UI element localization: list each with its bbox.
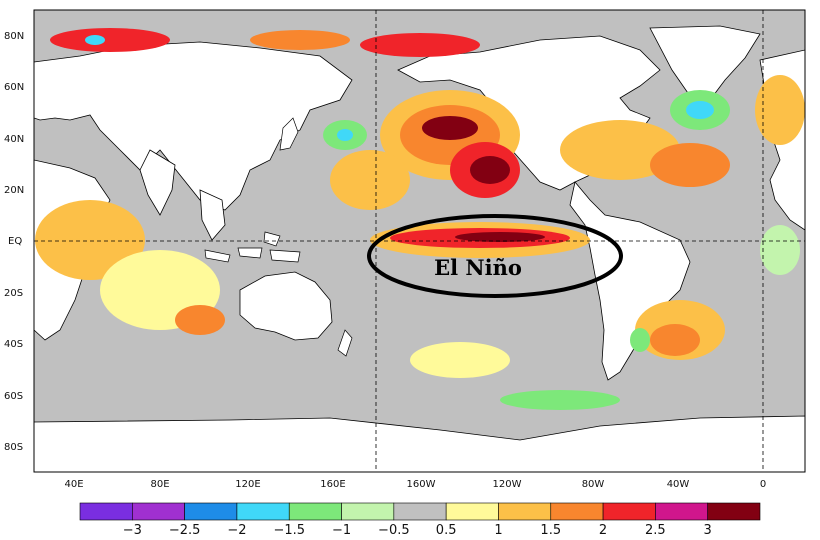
lon-tick-label: 160W: [407, 479, 436, 490]
lat-tick-label: 20S: [4, 288, 23, 299]
new-zealand-islands: [337, 329, 353, 357]
lon-tick-label: 80W: [582, 479, 605, 490]
legend-label: 3: [704, 523, 712, 538]
lon-tick-label: 120W: [493, 479, 522, 490]
legend-label: 0.5: [436, 523, 457, 538]
legend-swatch: [445, 502, 499, 521]
el-nino-highlight-ellipse: [367, 214, 623, 298]
legend-label: −1: [332, 523, 351, 538]
lat-tick-label: 80S: [4, 442, 23, 453]
legend-label: 2: [599, 523, 607, 538]
japan-islands: [279, 117, 299, 151]
lon-ticks: 40E 80E 120E 160E 160W 120W 80W 40W 0: [64, 479, 766, 490]
lon-tick-label: 160E: [320, 479, 345, 490]
australia-landmass: [239, 271, 333, 341]
legend-label: 1: [494, 523, 502, 538]
south-america-landmass: [569, 181, 691, 381]
legend-swatch: [288, 502, 342, 521]
legend-swatch: [132, 502, 185, 521]
positive-anomaly-regions: [35, 28, 805, 378]
legend-label: −2.5: [169, 523, 201, 538]
lat-tick-label: 80N: [4, 31, 24, 42]
color-legend: −3 −2.5 −2 −1.5 −1 −0.5 0.5 1 1.5 2 2.5 3: [79, 502, 761, 538]
legend-label: −1.5: [273, 523, 305, 538]
legend-swatch: [655, 502, 708, 521]
map-panel: El Niño: [33, 9, 806, 473]
legend-swatch: [550, 502, 604, 521]
negative-anomaly-regions: [85, 35, 800, 410]
indonesia-islands: [204, 231, 301, 263]
india-landmass: [139, 149, 176, 216]
antarctica-shape: [34, 415, 805, 472]
legend-swatch: [236, 502, 290, 521]
legend-label: −0.5: [378, 523, 410, 538]
legend-swatch: [707, 502, 761, 521]
legend-swatch: [184, 502, 238, 521]
lat-tick-label: 40N: [4, 134, 24, 145]
legend-swatch: [79, 502, 133, 521]
lat-tick-label: 20N: [4, 185, 24, 196]
legend-swatch: [393, 502, 447, 521]
legend-label: 1.5: [540, 523, 561, 538]
legend-swatch: [341, 502, 395, 521]
lon-tick-label: 0: [760, 479, 766, 490]
lon-tick-label: 40W: [667, 479, 690, 490]
legend-swatch: [602, 502, 656, 521]
lat-tick-label: 60S: [4, 391, 23, 402]
lat-tick-label: EQ: [8, 236, 22, 247]
greenland-landmass: [649, 25, 761, 101]
indochina-landmass: [199, 189, 226, 241]
lat-ticks: 80N 60N 40N 20N EQ 20S 40S 60S 80S: [4, 31, 24, 453]
legend-label: −3: [123, 523, 142, 538]
eurasia-landmass: [34, 41, 353, 211]
lat-tick-label: 60N: [4, 82, 24, 93]
legend-swatch: [498, 502, 552, 521]
lon-tick-label: 80E: [150, 479, 169, 490]
legend-label: 2.5: [645, 523, 666, 538]
legend-label: −2: [227, 523, 246, 538]
lon-tick-label: 120E: [235, 479, 260, 490]
lat-tick-label: 40S: [4, 339, 23, 350]
lon-tick-label: 40E: [64, 479, 83, 490]
map-frame: [33, 9, 806, 473]
el-nino-label: El Niño: [434, 255, 522, 280]
